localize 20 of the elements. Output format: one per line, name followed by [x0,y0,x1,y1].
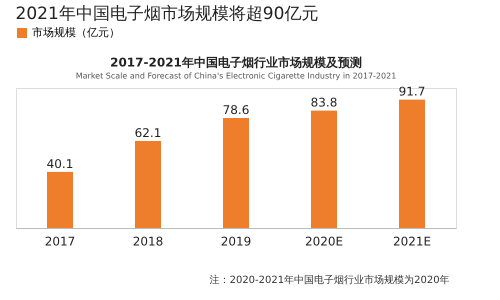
data-label: 40.1 [46,156,74,171]
data-label: 62.1 [134,126,162,140]
bar [399,100,425,228]
x-tick-label: 2017 [44,234,76,248]
data-label: 91.7 [398,84,426,99]
x-tick-label: 2018 [132,234,164,248]
data-label: 83.8 [310,96,338,110]
x-tick-label: 2019 [220,234,252,248]
x-tick-label: 2020E [304,234,344,248]
chart-subtitle: 2017-2021年中国电子烟行业市场规模及预测 [110,56,362,70]
bar [223,118,249,228]
data-label: 78.6 [222,102,250,117]
x-tick-label: 2021E [392,234,432,248]
text: Market Scale and Forecast of China's Electronic Cigarette Industry in 2017-2021 [76,72,396,81]
bar [135,141,161,228]
bar [311,110,337,228]
chart-title: 2021年中国电子烟市场规模将超90亿元 [16,4,318,24]
legend-label: 市场规模（亿元） [32,26,120,39]
bar [47,172,73,228]
text: 注：2020-2021年中国电子烟行业市场规模为2020年 [210,274,450,286]
